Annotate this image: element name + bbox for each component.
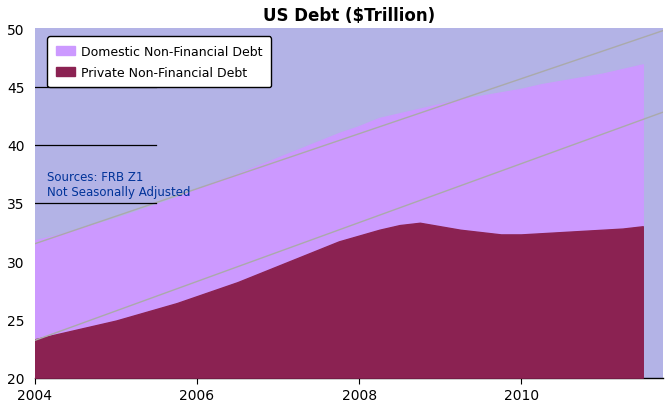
Legend: Domestic Non-Financial Debt, Private Non-Financial Debt: Domestic Non-Financial Debt, Private Non…	[48, 37, 271, 88]
Title: US Debt ($Trillion): US Debt ($Trillion)	[263, 7, 435, 25]
Text: Sources: FRB Z1
Not Seasonally Adjusted: Sources: FRB Z1 Not Seasonally Adjusted	[48, 171, 191, 198]
